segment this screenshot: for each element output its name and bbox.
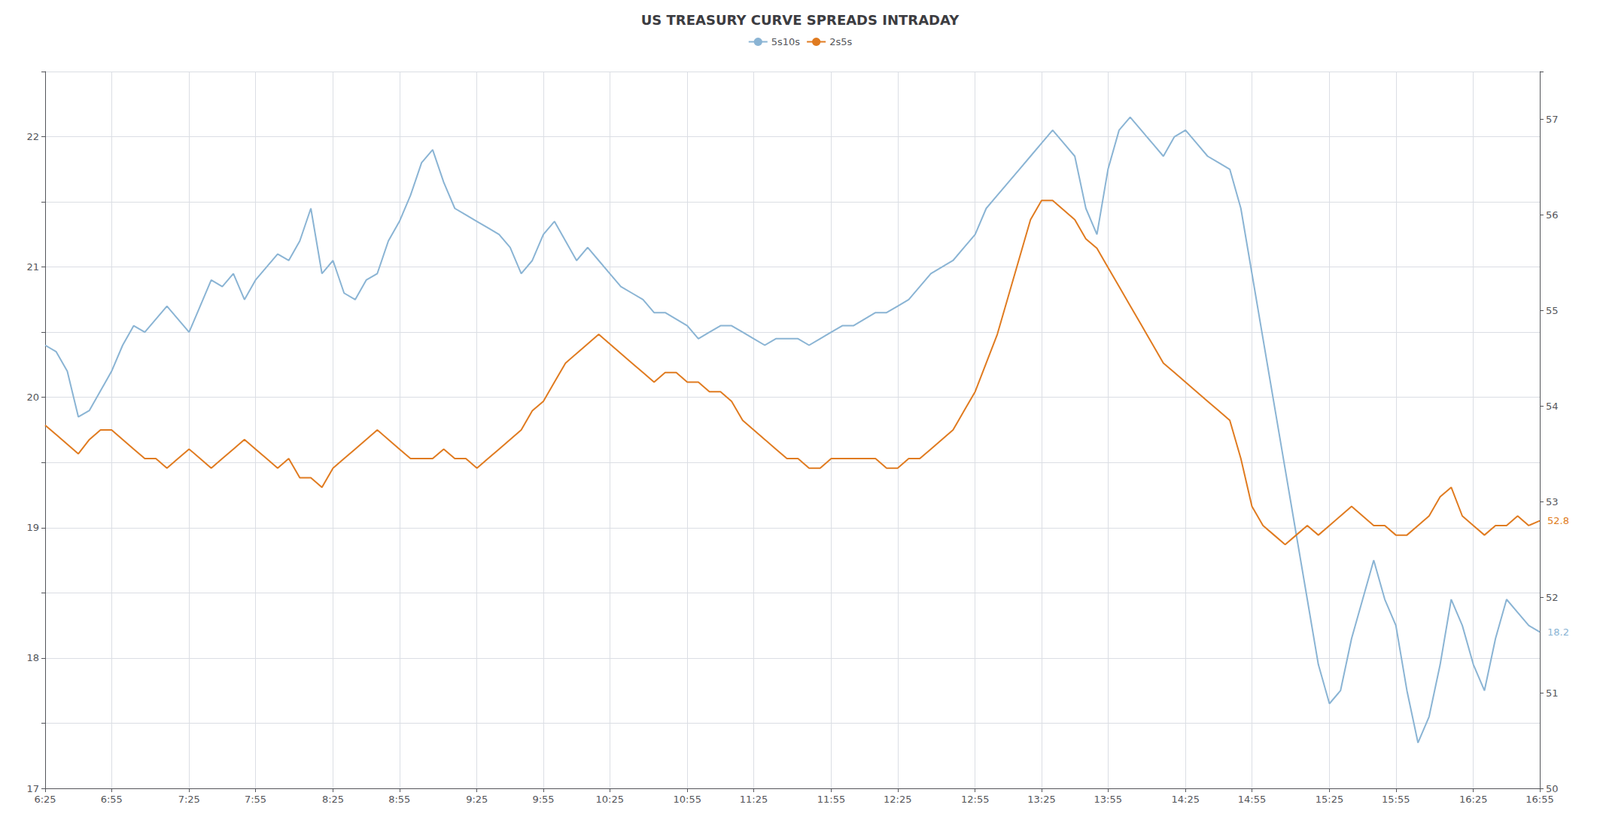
svg-text:9:55: 9:55 (532, 793, 554, 805)
svg-text:8:25: 8:25 (322, 793, 344, 805)
svg-text:17: 17 (26, 782, 40, 794)
svg-text:13:55: 13:55 (1094, 793, 1123, 805)
svg-text:52.8: 52.8 (1547, 514, 1570, 527)
svg-text:16:55: 16:55 (1525, 793, 1554, 805)
svg-text:12:25: 12:25 (883, 793, 912, 805)
svg-text:14:25: 14:25 (1171, 793, 1200, 805)
svg-text:56: 56 (1545, 209, 1559, 221)
svg-text:10:25: 10:25 (596, 793, 624, 805)
svg-text:55: 55 (1545, 304, 1559, 317)
svg-text:16:25: 16:25 (1459, 793, 1488, 805)
svg-text:22: 22 (26, 130, 40, 143)
svg-text:20: 20 (26, 391, 40, 403)
svg-text:18.2: 18.2 (1547, 626, 1570, 638)
svg-text:8:55: 8:55 (388, 793, 411, 805)
svg-text:15:55: 15:55 (1381, 793, 1410, 805)
svg-text:12:55: 12:55 (961, 793, 989, 805)
svg-text:14:55: 14:55 (1238, 793, 1266, 805)
svg-text:57: 57 (1545, 113, 1559, 125)
svg-text:5s10s: 5s10s (771, 36, 801, 48)
svg-text:50: 50 (1545, 782, 1559, 794)
svg-text:15:25: 15:25 (1315, 793, 1344, 805)
svg-text:2s5s: 2s5s (829, 36, 852, 48)
svg-text:13:25: 13:25 (1027, 793, 1056, 805)
svg-text:6:25: 6:25 (33, 793, 56, 805)
svg-text:10:55: 10:55 (673, 793, 702, 805)
svg-text:11:25: 11:25 (739, 793, 768, 805)
svg-text:9:25: 9:25 (465, 793, 488, 805)
svg-text:51: 51 (1545, 687, 1559, 699)
svg-text:6:55: 6:55 (100, 793, 123, 805)
svg-text:18: 18 (26, 651, 40, 664)
svg-text:US TREASURY CURVE SPREADS INTR: US TREASURY CURVE SPREADS INTRADAY (641, 12, 961, 28)
svg-text:54: 54 (1545, 400, 1559, 412)
svg-text:19: 19 (26, 521, 40, 533)
svg-text:21: 21 (26, 261, 40, 273)
svg-text:7:25: 7:25 (178, 793, 201, 805)
svg-text:52: 52 (1545, 591, 1559, 603)
svg-text:53: 53 (1545, 495, 1559, 508)
svg-text:11:55: 11:55 (817, 793, 846, 805)
svg-text:7:55: 7:55 (244, 793, 267, 805)
